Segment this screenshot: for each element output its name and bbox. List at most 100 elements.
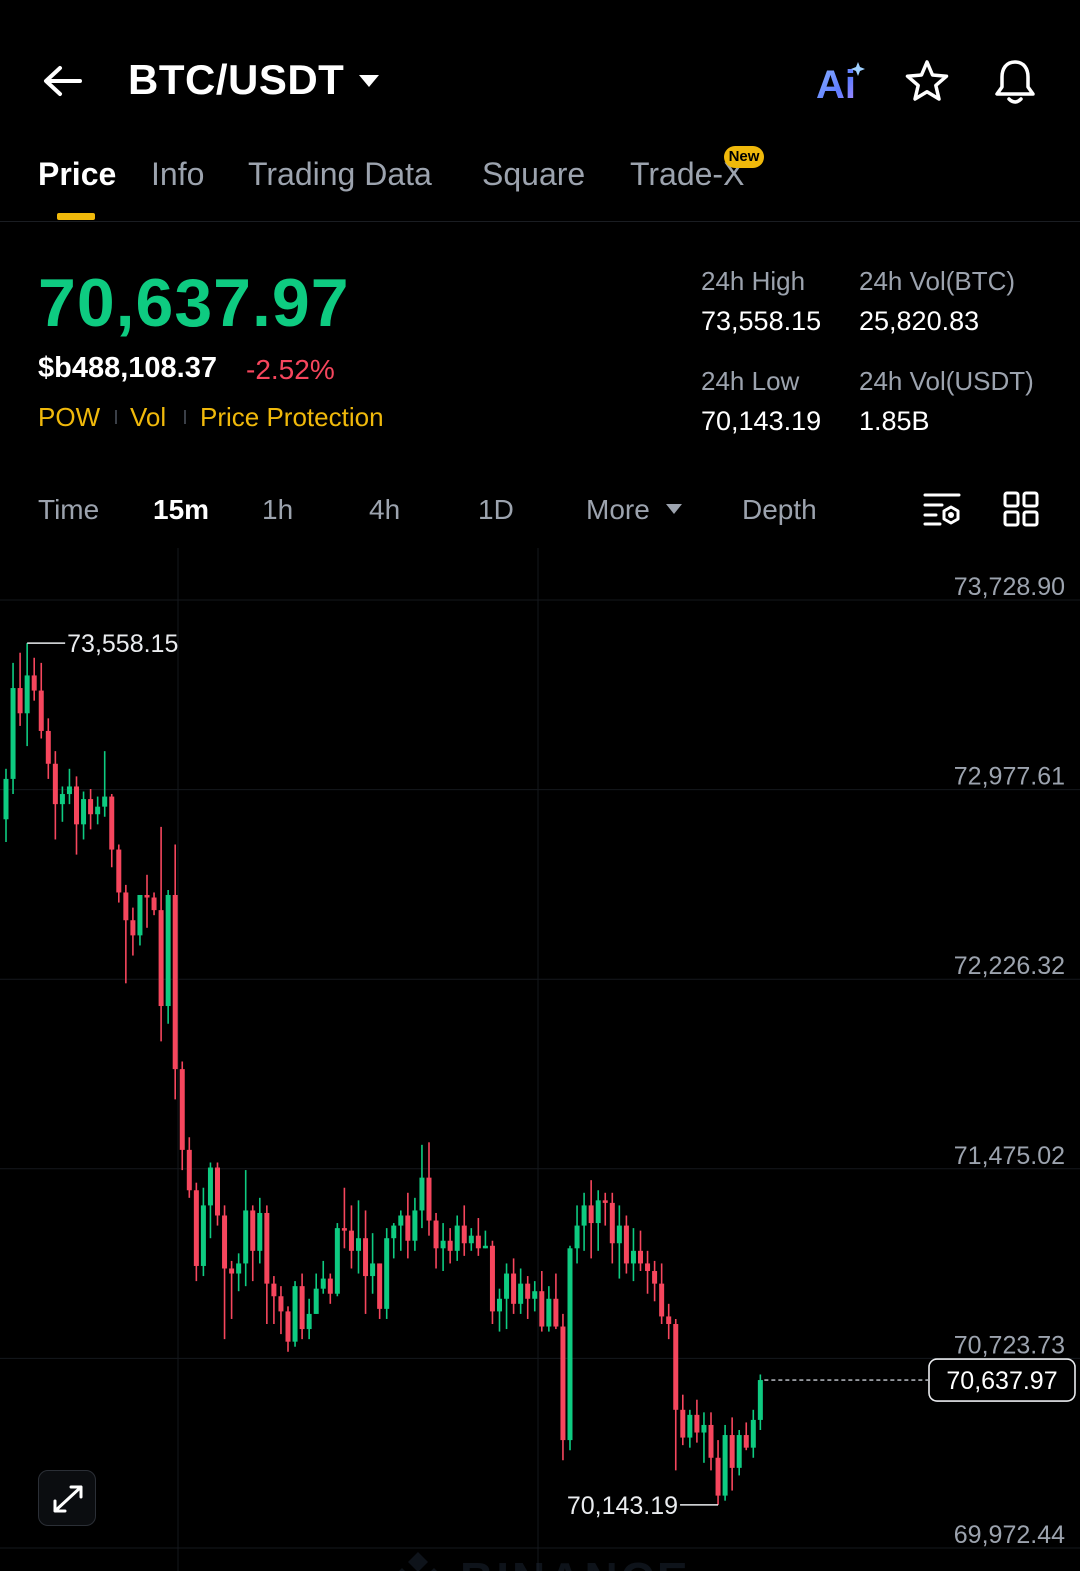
candle-body: [257, 1212, 263, 1251]
interval-depth[interactable]: Depth: [742, 494, 817, 525]
candle-body: [602, 1200, 608, 1203]
candle-body: [31, 675, 37, 691]
candle-body: [306, 1313, 312, 1330]
svg-text:Ai: Ai: [816, 63, 856, 104]
y-tick-label: 70,723.73: [954, 1331, 1065, 1359]
tag-vol[interactable]: Vol: [130, 402, 167, 432]
candle-body: [341, 1228, 347, 1231]
candle-body: [729, 1435, 735, 1468]
candle-body: [398, 1215, 404, 1226]
tag-separator: [184, 410, 186, 424]
candle-body: [17, 688, 23, 714]
more-caret-icon[interactable]: [665, 503, 683, 515]
candle-body: [38, 690, 44, 731]
candle-body: [757, 1380, 763, 1420]
candle-body: [567, 1248, 573, 1441]
candle-body: [609, 1202, 615, 1244]
alert-bell-icon[interactable]: [991, 56, 1039, 108]
candle-body: [278, 1296, 284, 1312]
favorite-star-icon[interactable]: [903, 58, 951, 106]
candle-body: [433, 1220, 439, 1249]
candle-body: [511, 1273, 517, 1304]
candle-body: [243, 1210, 249, 1264]
interval-more[interactable]: More: [586, 494, 650, 525]
stat-24h-low-label: 24h Low: [701, 366, 800, 396]
candle-body: [426, 1177, 432, 1221]
candle-body: [24, 675, 30, 714]
new-badge: New: [724, 146, 764, 168]
candle-body: [116, 849, 122, 893]
candle-body: [504, 1273, 510, 1299]
stat-24h-vol-btc-value: 25,820.83: [859, 306, 980, 336]
tab-square[interactable]: Square: [482, 156, 586, 192]
candle-body: [497, 1298, 502, 1312]
candle-body: [88, 799, 94, 815]
candle-body: [652, 1271, 658, 1284]
candle-body: [137, 894, 143, 936]
candle-body: [81, 799, 87, 825]
candle-body: [645, 1263, 651, 1272]
tag-pow[interactable]: POW: [38, 402, 101, 432]
candle-body: [482, 1245, 488, 1249]
back-arrow-icon[interactable]: [40, 58, 86, 104]
candle-body: [588, 1205, 594, 1224]
candle-body: [595, 1200, 601, 1224]
low-marker-label: 70,143.19: [567, 1492, 678, 1520]
chart-settings-icon[interactable]: [922, 490, 962, 528]
candlestick-chart[interactable]: BINANCE 73,728.90 72,977.61 72,226.32 71,47…: [0, 548, 1080, 1571]
candle-body: [701, 1424, 707, 1433]
candle-body: [440, 1240, 446, 1249]
grid-layout-icon[interactable]: [1002, 490, 1040, 528]
tag-separator: [115, 410, 117, 424]
candle-body: [715, 1457, 721, 1496]
candle-body: [560, 1326, 566, 1441]
candle-body: [630, 1250, 636, 1264]
y-tick-label: 73,728.90: [954, 573, 1065, 601]
candle-body: [546, 1298, 552, 1327]
candle-body: [66, 786, 72, 795]
candle-body: [574, 1225, 580, 1249]
y-tick-label: 72,226.32: [954, 952, 1065, 980]
candle-body: [313, 1288, 319, 1314]
watermark-text: BINANCE: [460, 1553, 691, 1571]
fullscreen-button[interactable]: [38, 1470, 96, 1526]
tab-info[interactable]: Info: [151, 156, 205, 192]
candle-body: [475, 1235, 481, 1249]
high-marker-label: 73,558.15: [67, 630, 178, 658]
tag-price-protection[interactable]: Price Protection: [200, 402, 384, 432]
candle-body: [518, 1283, 524, 1304]
candle-body: [659, 1283, 665, 1317]
candle-body: [172, 894, 178, 1070]
pair-dropdown-caret-icon[interactable]: [357, 72, 381, 90]
candle-body: [356, 1238, 361, 1251]
candle-body: [123, 892, 129, 921]
interval-1d[interactable]: 1D: [478, 494, 514, 525]
candle-body: [461, 1225, 467, 1244]
candle-body: [179, 1069, 185, 1150]
stat-24h-vol-usdt-value: 1.85B: [859, 406, 930, 436]
interval-4h[interactable]: 4h: [369, 494, 401, 525]
tab-divider: [0, 221, 1080, 222]
tab-trading-data[interactable]: Trading Data: [248, 156, 432, 192]
interval-time[interactable]: Time: [38, 494, 100, 525]
candle-body: [207, 1167, 213, 1206]
candle-body: [59, 794, 65, 805]
candle-body: [222, 1215, 228, 1269]
expand-icon: [53, 1485, 83, 1513]
interval-15m[interactable]: 15m: [153, 494, 210, 525]
ai-assistant-icon[interactable]: Ai: [814, 60, 866, 104]
last-price: 70,637.97: [38, 265, 350, 341]
candle-body: [10, 688, 16, 779]
price-markers: 73,558.15 70,143.19 70,637.97: [27, 630, 1076, 1520]
interval-1h[interactable]: 1h: [262, 494, 294, 525]
candles: [3, 643, 763, 1505]
candle-body: [334, 1228, 340, 1294]
candle-body: [250, 1210, 256, 1251]
stat-24h-low-value: 70,143.19: [701, 406, 822, 436]
last-price-label: 70,637.97: [946, 1367, 1057, 1395]
trading-pair-title[interactable]: BTC/USDT: [128, 56, 345, 103]
tab-price[interactable]: Price: [38, 156, 117, 192]
candle-body: [52, 763, 58, 805]
candle-body: [363, 1238, 369, 1277]
candle-body: [299, 1286, 305, 1330]
